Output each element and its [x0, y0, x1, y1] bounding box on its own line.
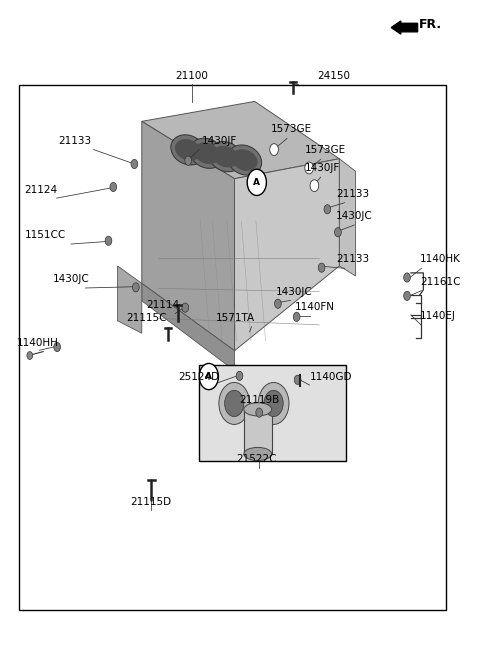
Text: 21115D: 21115D [131, 497, 172, 507]
Ellipse shape [244, 403, 272, 416]
Ellipse shape [171, 134, 205, 165]
Polygon shape [142, 102, 339, 178]
Circle shape [294, 375, 301, 384]
Circle shape [225, 390, 244, 417]
Text: 25124D: 25124D [179, 372, 220, 382]
Circle shape [293, 312, 300, 321]
Text: 1140HK: 1140HK [420, 255, 461, 264]
Ellipse shape [194, 142, 220, 164]
Circle shape [270, 144, 278, 155]
Polygon shape [235, 159, 339, 351]
Circle shape [404, 273, 410, 282]
Ellipse shape [244, 447, 272, 461]
Circle shape [275, 299, 281, 308]
Circle shape [256, 408, 263, 417]
Text: 1573GE: 1573GE [305, 146, 346, 155]
Text: 21124: 21124 [24, 186, 58, 195]
Circle shape [404, 291, 410, 300]
Circle shape [199, 363, 218, 390]
Text: 21114: 21114 [146, 300, 180, 310]
Text: 21115C: 21115C [126, 313, 167, 323]
Text: A: A [253, 178, 260, 187]
Ellipse shape [213, 146, 239, 167]
Text: 1571TA: 1571TA [216, 313, 255, 323]
Circle shape [27, 352, 33, 359]
Text: 1573GE: 1573GE [271, 125, 312, 134]
Circle shape [318, 263, 325, 272]
Text: FR.: FR. [419, 18, 442, 31]
Polygon shape [339, 159, 356, 276]
Ellipse shape [228, 145, 262, 175]
Text: A: A [205, 372, 212, 381]
Circle shape [310, 180, 319, 192]
Text: 21133: 21133 [58, 136, 91, 146]
Ellipse shape [208, 142, 243, 172]
Bar [19, 85, 446, 610]
Circle shape [182, 303, 189, 312]
Text: 21100: 21100 [176, 71, 208, 81]
Circle shape [264, 390, 283, 417]
Text: 21133: 21133 [336, 189, 369, 199]
Circle shape [132, 283, 139, 292]
Circle shape [324, 205, 331, 214]
Circle shape [305, 162, 313, 174]
Circle shape [54, 342, 60, 352]
Text: 1140FN: 1140FN [295, 302, 335, 312]
Text: 1430JF: 1430JF [305, 163, 340, 173]
FancyArrow shape [391, 21, 418, 34]
Bar [244, 409, 272, 454]
Circle shape [219, 382, 250, 424]
Text: 1430JF: 1430JF [202, 136, 237, 146]
Text: 1140GD: 1140GD [310, 372, 352, 382]
Polygon shape [142, 283, 235, 371]
Circle shape [185, 156, 192, 165]
Bar [199, 365, 346, 461]
Ellipse shape [231, 150, 258, 171]
Text: 1430JC: 1430JC [336, 211, 373, 221]
Text: 1430JC: 1430JC [53, 274, 90, 284]
Text: 1430JC: 1430JC [276, 287, 313, 297]
Ellipse shape [175, 139, 201, 161]
Circle shape [247, 169, 266, 195]
Ellipse shape [190, 138, 224, 169]
Text: 21133: 21133 [336, 255, 369, 264]
Text: 21522C: 21522C [237, 455, 277, 464]
Text: 1140HH: 1140HH [17, 338, 59, 348]
Circle shape [105, 236, 112, 245]
Text: 1140EJ: 1140EJ [420, 312, 456, 321]
Circle shape [236, 371, 243, 380]
Circle shape [110, 182, 117, 192]
Circle shape [258, 382, 289, 424]
Polygon shape [118, 266, 142, 333]
Text: 1151CC: 1151CC [25, 230, 66, 240]
Text: 21119B: 21119B [239, 396, 279, 405]
Circle shape [335, 228, 341, 237]
Text: 24150: 24150 [317, 71, 350, 81]
Circle shape [131, 159, 138, 169]
Text: 21161C: 21161C [420, 277, 460, 287]
Polygon shape [142, 121, 235, 351]
